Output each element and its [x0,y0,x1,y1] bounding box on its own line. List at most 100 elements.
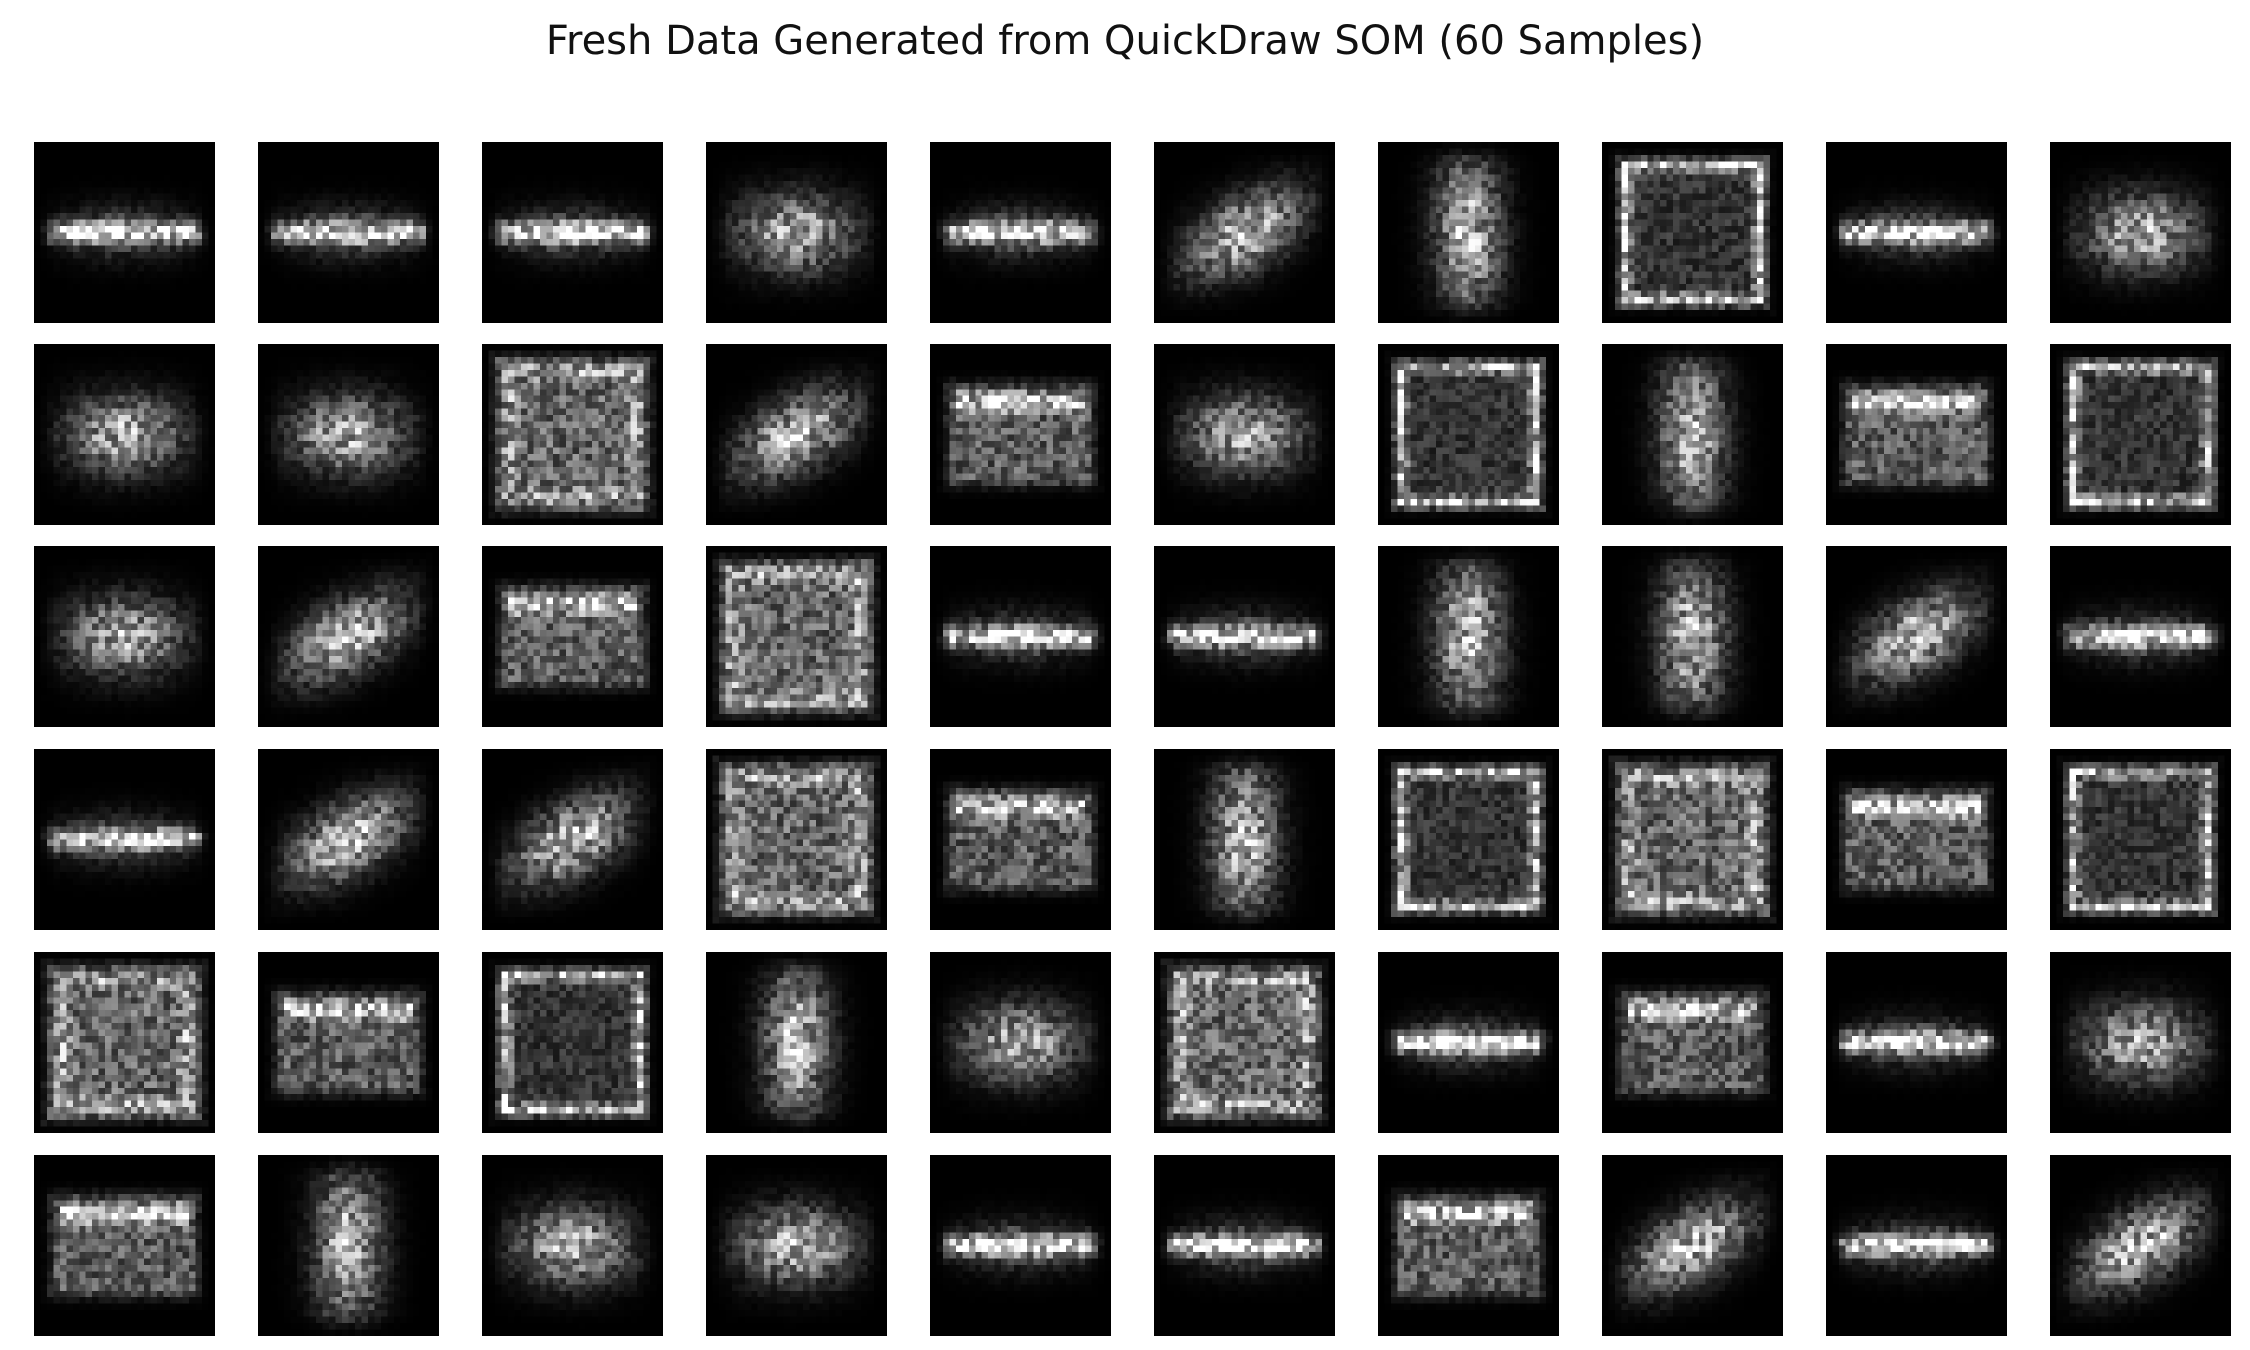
sample-image [482,1155,663,1336]
sample-image [706,546,887,727]
sample-image [34,952,215,1133]
sample-image [1154,1155,1335,1336]
sample-pixels [1154,142,1335,323]
sample-pixels [482,1155,663,1336]
sample-image [2050,952,2231,1133]
sample-image [1154,546,1335,727]
sample-pixels [1378,344,1559,525]
sample-image [1154,344,1335,525]
sample-pixels [258,546,439,727]
sample-image [482,546,663,727]
sample-pixels [1378,749,1559,930]
sample-image [706,952,887,1133]
sample-pixels [1826,142,2007,323]
sample-pixels [930,749,1111,930]
sample-pixels [1602,952,1783,1133]
sample-image [1826,142,2007,323]
sample-image [930,344,1111,525]
sample-pixels [2050,142,2231,323]
sample-image [1602,952,1783,1133]
sample-pixels [2050,546,2231,727]
sample-pixels [34,344,215,525]
sample-pixels [258,1155,439,1336]
sample-pixels [1826,952,2007,1133]
sample-pixels [34,142,215,323]
sample-pixels [1154,952,1335,1133]
sample-image [930,952,1111,1133]
sample-image [1826,344,2007,525]
sample-pixels [706,1155,887,1336]
sample-pixels [1378,142,1559,323]
sample-pixels [930,952,1111,1133]
sample-image [1602,546,1783,727]
sample-image [1826,952,2007,1133]
sample-pixels [706,344,887,525]
sample-image [258,952,439,1133]
sample-pixels [1378,952,1559,1133]
sample-image [482,749,663,930]
sample-pixels [930,546,1111,727]
sample-image [2050,142,2231,323]
sample-image [34,142,215,323]
sample-image [930,1155,1111,1336]
sample-pixels [2050,1155,2231,1336]
sample-image [258,546,439,727]
sample-image [1154,749,1335,930]
sample-image [1826,749,2007,930]
sample-pixels [258,749,439,930]
sample-pixels [34,1155,215,1336]
sample-pixels [706,952,887,1133]
sample-pixels [930,344,1111,525]
sample-pixels [1602,344,1783,525]
sample-image [1602,142,1783,323]
sample-pixels [1154,344,1335,525]
sample-pixels [1826,546,2007,727]
sample-image [706,344,887,525]
sample-pixels [34,749,215,930]
sample-image [1378,546,1559,727]
sample-image [34,1155,215,1336]
sample-pixels [1602,546,1783,727]
sample-image [930,142,1111,323]
sample-pixels [258,344,439,525]
sample-pixels [482,749,663,930]
sample-image [1378,142,1559,323]
sample-pixels [1154,546,1335,727]
sample-image [258,1155,439,1336]
sample-pixels [482,952,663,1133]
sample-image [930,546,1111,727]
sample-image [1602,749,1783,930]
sample-pixels [930,1155,1111,1336]
sample-image [1378,1155,1559,1336]
sample-pixels [1154,749,1335,930]
sample-image [34,344,215,525]
sample-image [34,546,215,727]
sample-image [930,749,1111,930]
sample-pixels [2050,749,2231,930]
sample-pixels [482,546,663,727]
sample-image [2050,1155,2231,1336]
sample-pixels [706,546,887,727]
sample-pixels [1826,749,2007,930]
sample-pixels [258,952,439,1133]
sample-pixels [1826,344,2007,525]
sample-image [1154,142,1335,323]
sample-image [2050,749,2231,930]
sample-image [482,142,663,323]
sample-pixels [482,344,663,525]
sample-pixels [706,142,887,323]
sample-pixels [482,142,663,323]
sample-pixels [34,546,215,727]
sample-image [482,952,663,1133]
sample-pixels [930,142,1111,323]
sample-pixels [1602,142,1783,323]
sample-image [706,142,887,323]
sample-image [1826,546,2007,727]
sample-image [2050,344,2231,525]
sample-pixels [1826,1155,2007,1336]
sample-image [1154,952,1335,1133]
sample-image [1826,1155,2007,1336]
sample-image [258,142,439,323]
sample-image [1602,344,1783,525]
sample-image [258,344,439,525]
